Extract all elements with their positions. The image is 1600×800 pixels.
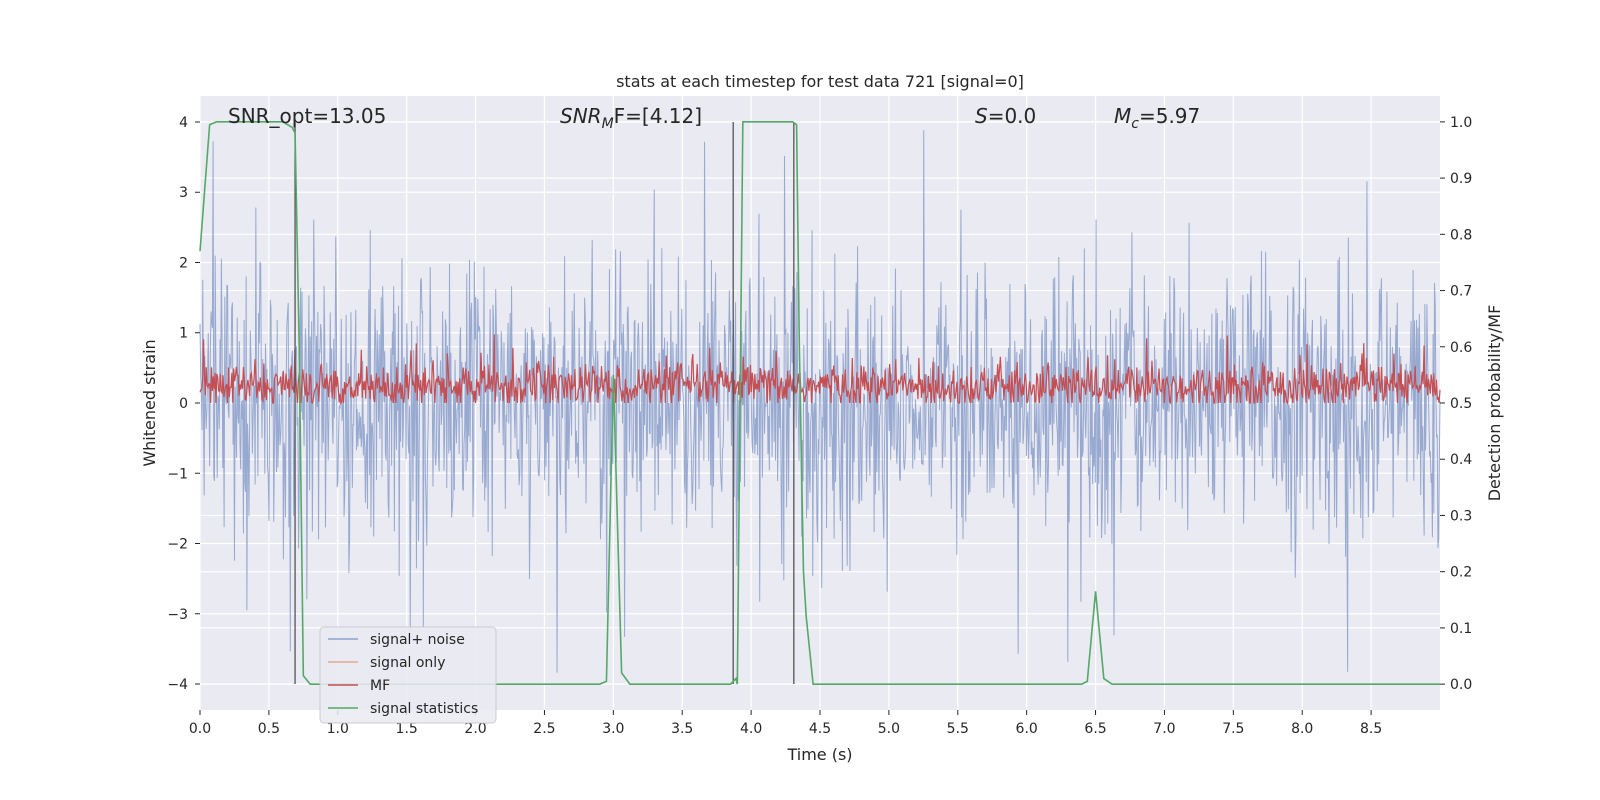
y-left-tick-labels: −4 −3 −2 −1 0 1 2 3 4: [167, 115, 200, 693]
y-left-tick-label-3: −1: [167, 466, 188, 482]
x-tick-label-9: 4.5: [809, 721, 831, 737]
legend-box: [319, 626, 497, 724]
x-tick-label-14: 7.0: [1153, 721, 1175, 737]
x-tick-label-7: 3.5: [671, 721, 693, 737]
y-left-tick-label-4: 0: [179, 396, 188, 412]
x-tick-label-17: 8.5: [1360, 721, 1382, 737]
annotation-snr-mf-sub: M: [602, 116, 614, 132]
chart-title: stats at each timestep for test data 721…: [616, 72, 1024, 91]
x-axis-label: Time (s): [786, 745, 852, 764]
vertical-lines: [294, 121, 795, 685]
x-tick-label-5: 2.5: [533, 721, 555, 737]
y-right-tick-label-7: 0.7: [1450, 284, 1472, 300]
signal-noise-line: [199, 130, 1441, 673]
annotation-mc-sub: c: [1131, 116, 1139, 132]
x-tick-label-3: 1.5: [396, 721, 418, 737]
grid: [199, 96, 1440, 710]
y-right-tick-label-9: 0.9: [1450, 171, 1472, 187]
x-tick-label-6: 3.0: [602, 721, 624, 737]
annotation-s: S=0.0: [975, 104, 1036, 128]
y-right-tick-label-6: 0.6: [1450, 340, 1472, 356]
legend-label-mf: MF: [370, 678, 390, 694]
legend: signal+ noise signal only MF signal stat…: [319, 626, 497, 724]
y-right-tick-label-0: 0.0: [1450, 677, 1472, 693]
series-signal-statistics: [199, 121, 1440, 685]
y-right-tick-label-8: 0.8: [1450, 227, 1472, 243]
annotation-s-var: S: [975, 104, 988, 128]
y-left-tick-label-8: 4: [179, 115, 188, 131]
annotation-s-val: =0.0: [988, 104, 1037, 128]
series-signal-noise: [199, 130, 1441, 673]
x-tick-label-12: 6.0: [1016, 721, 1038, 737]
y-left-tick-label-6: 2: [179, 255, 188, 271]
annotation-mc-val: =5.97: [1139, 104, 1200, 128]
y-left-tick-label-0: −4: [167, 677, 188, 693]
y-right-tick-label-5: 0.5: [1450, 396, 1472, 412]
x-tick-labels: 0.0 0.5 1.0 1.5 2.0 2.5 3.0 3.5 4.0 4.5 5.0 5.5 6.0 6…: [189, 710, 1382, 737]
signal-statistics-line: [199, 121, 1440, 685]
series-mf: [199, 334, 1441, 405]
y-left-tick-label-1: −3: [167, 607, 188, 623]
annotation-mc-var: M: [1114, 104, 1131, 128]
x-tick-label-2: 1.0: [327, 721, 349, 737]
legend-label-signal-statistics: signal statistics: [370, 701, 478, 717]
x-tick-label-10: 5.0: [878, 721, 900, 737]
y-left-axis-label: Whitened strain: [140, 339, 159, 466]
annotation-mc: Mc=5.97: [1114, 104, 1200, 132]
x-tick-label-11: 5.5: [947, 721, 969, 737]
x-tick-label-15: 7.5: [1222, 721, 1244, 737]
legend-label-signal-noise: signal+ noise: [370, 632, 465, 648]
x-tick-label-1: 0.5: [258, 721, 280, 737]
legend-label-signal-only: signal only: [370, 655, 445, 671]
y-right-tick-labels: 0.0 0.1 0.2 0.3 0.4 0.5 0.6 0.7 0.8 0.9 1.0: [1440, 115, 1472, 693]
y-right-tick-label-10: 1.0: [1450, 115, 1472, 131]
y-left-tick-label-5: 1: [179, 326, 188, 342]
y-left-tick-label-2: −2: [167, 537, 188, 553]
x-tick-label-13: 6.5: [1084, 721, 1106, 737]
x-tick-label-0: 0.0: [189, 721, 211, 737]
x-tick-label-4: 2.0: [464, 721, 486, 737]
y-right-axis-label: Detection probability/MF: [1485, 305, 1504, 502]
y-right-tick-label-4: 0.4: [1450, 452, 1472, 468]
x-tick-label-8: 4.0: [740, 721, 762, 737]
y-right-tick-label-3: 0.3: [1450, 508, 1472, 524]
annotation-snr-mf: SNRMF=[4.12]: [560, 104, 702, 132]
annotation-snr-opt: SNR_opt=13.05: [228, 104, 386, 128]
mf-line: [199, 334, 1441, 405]
annotation-snr-mf-val: F=[4.12]: [614, 104, 702, 128]
y-left-tick-label-7: 3: [179, 185, 188, 201]
y-right-tick-label-2: 0.2: [1450, 565, 1472, 581]
annotation-snr-mf-var: SNR: [560, 104, 602, 128]
x-tick-label-16: 8.0: [1291, 721, 1313, 737]
y-right-tick-label-1: 0.1: [1450, 621, 1472, 637]
